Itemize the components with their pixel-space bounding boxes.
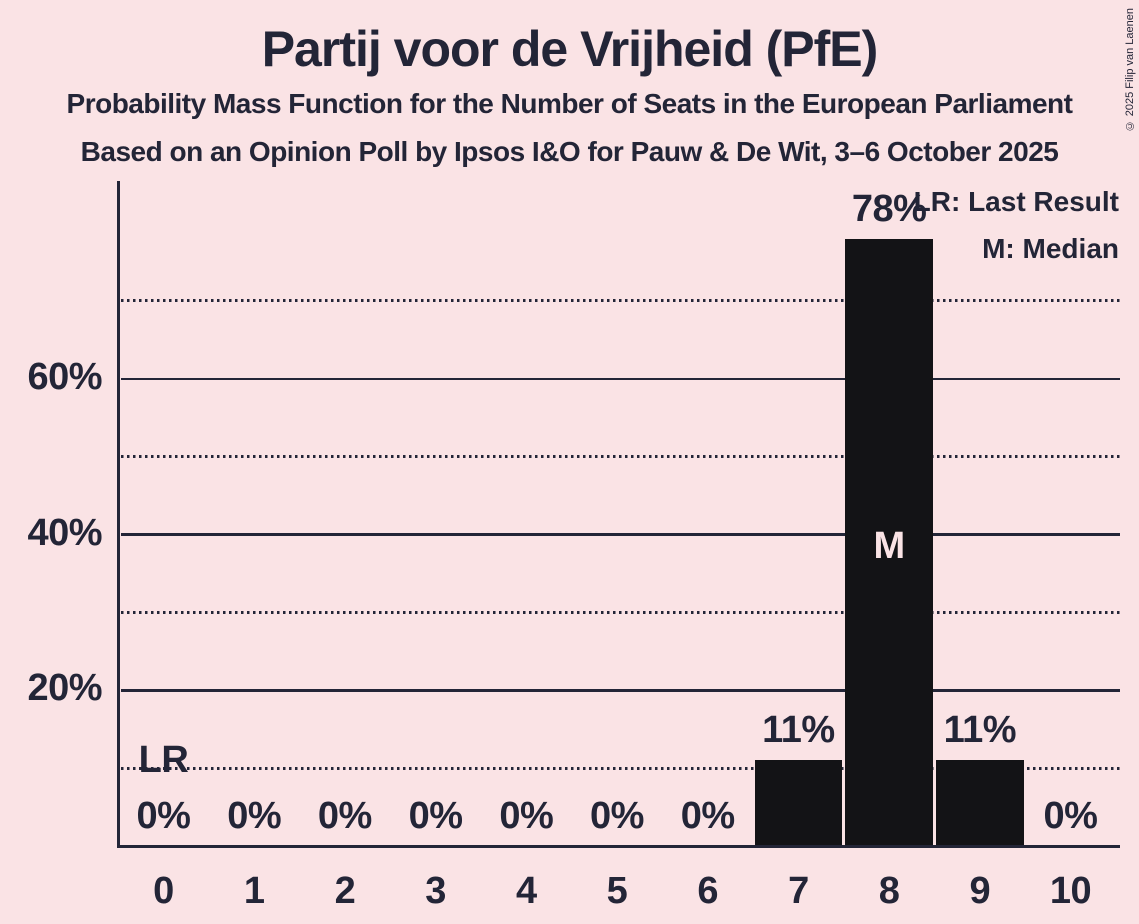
x-axis-tick-label-9: 9 — [969, 870, 991, 912]
gridline-solid-60pct — [121, 377, 1120, 381]
legend-last-result: LR: Last Result — [913, 186, 1119, 217]
x-axis-tick-label-10: 10 — [1049, 870, 1092, 912]
x-axis-line — [117, 845, 1120, 848]
chart-subtitle-poll: Based on an Opinion Poll by Ipsos I&O fo… — [80, 136, 1059, 167]
chart-subtitle-function: Probability Mass Function for the Number… — [66, 88, 1073, 119]
gridline-solid-40pct — [121, 533, 1120, 536]
x-axis-tick-label-4: 4 — [515, 870, 537, 912]
gridline-dotted-10pct — [121, 766, 1120, 770]
legend-median: M: Median — [982, 233, 1119, 264]
value-label-seat-6: 0% — [680, 795, 735, 837]
bar-seat-7 — [754, 760, 843, 846]
copyright-notice: © 2025 Filip van Laenen — [1124, 8, 1136, 132]
value-label-seat-10: 0% — [1043, 795, 1098, 837]
value-label-seat-8: 78% — [851, 187, 927, 230]
gridline-dotted-30pct — [121, 610, 1120, 614]
last-result-marker: LR — [138, 739, 189, 781]
x-axis-tick-label-7: 7 — [788, 870, 809, 912]
y-axis-tick-label-60: 60% — [27, 355, 102, 398]
x-axis-tick-label-3: 3 — [425, 870, 446, 912]
value-label-seat-4: 0% — [499, 795, 554, 837]
gridline-solid-20pct — [121, 689, 1120, 692]
x-axis-tick-label-0: 0 — [153, 870, 174, 912]
y-axis-line — [117, 181, 120, 848]
bar-seat-9 — [936, 760, 1024, 846]
value-label-seat-1: 0% — [227, 795, 282, 837]
chart-title: Partij voor de Vrijheid (PfE) — [261, 21, 879, 77]
value-label-seat-2: 0% — [317, 795, 372, 837]
median-marker: M — [873, 525, 906, 568]
x-axis-tick-label-8: 8 — [878, 870, 900, 912]
value-label-seat-5: 0% — [590, 795, 644, 837]
value-label-seat-0: 0% — [136, 795, 191, 837]
gridline-dotted-70pct — [121, 299, 1120, 303]
bar-seat-8 — [845, 238, 933, 846]
value-label-seat-7: 11% — [762, 709, 835, 752]
gridline-dotted-50pct — [121, 455, 1120, 459]
x-axis-tick-label-1: 1 — [243, 870, 265, 912]
x-axis-tick-label-5: 5 — [606, 870, 628, 912]
value-label-seat-9: 11% — [943, 709, 1017, 752]
y-axis-tick-label-40: 40% — [27, 511, 102, 554]
value-label-seat-3: 0% — [408, 795, 463, 837]
y-axis-tick-label-20: 20% — [27, 667, 102, 710]
x-axis-tick-label-2: 2 — [334, 870, 356, 912]
x-axis-tick-label-6: 6 — [697, 870, 718, 912]
